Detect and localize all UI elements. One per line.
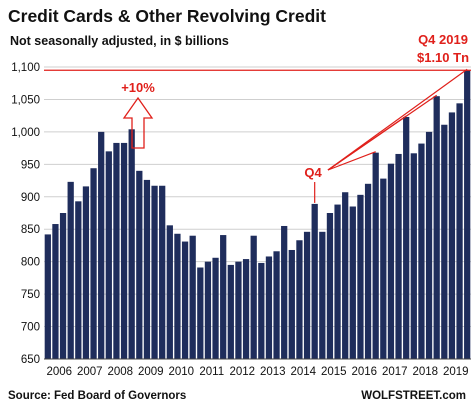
bar <box>456 103 463 360</box>
bar <box>59 213 67 359</box>
x-tick-label: 2006 <box>46 366 72 378</box>
ten-percent-label: +10% <box>121 80 155 95</box>
bar <box>464 70 471 359</box>
bar <box>235 261 242 359</box>
y-tick-label: 850 <box>21 224 40 236</box>
bar <box>364 183 372 359</box>
q4-label: Q4 <box>304 165 322 180</box>
bar <box>143 179 151 359</box>
x-tick-label: 2015 <box>321 366 347 378</box>
y-tick-label: 650 <box>21 354 40 366</box>
bar <box>220 235 227 359</box>
x-tick-label: 2012 <box>229 366 255 378</box>
bar <box>113 142 120 359</box>
bar <box>265 256 273 359</box>
annotations: +10% Q4 Q4 2019 $1.10 Tn <box>44 32 471 203</box>
bar <box>448 112 456 359</box>
y-axis: 650 700 750 800 850 900 950 1,000 1,050 1,100 <box>11 62 40 366</box>
bar <box>174 233 181 359</box>
bar <box>395 153 402 359</box>
y-tick-label: 950 <box>21 159 40 171</box>
bar <box>82 186 90 359</box>
bar <box>166 225 173 359</box>
bar <box>197 267 204 359</box>
x-tick-label: 2011 <box>199 366 224 378</box>
x-tick-label: 2014 <box>290 366 316 378</box>
bar <box>418 143 425 359</box>
source-note: Source: Fed Board of Governors <box>8 390 186 402</box>
x-tick-label: 2018 <box>412 366 438 378</box>
bar <box>151 185 158 359</box>
y-tick-label: 750 <box>21 289 40 301</box>
bar <box>44 234 51 359</box>
bar <box>303 231 311 359</box>
x-tick-label: 2007 <box>77 366 103 378</box>
bar <box>334 204 341 359</box>
bar <box>372 152 379 359</box>
bar <box>120 142 128 359</box>
chart-subtitle: Not seasonally adjusted, in $ billions <box>10 34 229 48</box>
bar <box>227 264 234 359</box>
bar <box>98 131 105 359</box>
x-tick-label: 2008 <box>107 366 133 378</box>
q4-leader <box>327 151 376 171</box>
y-tick-label: 800 <box>21 257 40 269</box>
bar <box>128 129 135 359</box>
bar <box>326 213 334 359</box>
bar <box>159 185 166 359</box>
bar <box>136 170 143 359</box>
bar <box>212 257 219 359</box>
x-tick-label: 2017 <box>382 366 408 378</box>
bar <box>67 181 74 359</box>
x-tick-label: 2010 <box>168 366 194 378</box>
y-tick-label: 700 <box>21 322 40 334</box>
bar <box>288 249 295 359</box>
bar <box>349 206 356 359</box>
watermark: WOLFSTREET.com <box>361 390 466 402</box>
q4-leader <box>327 68 468 171</box>
x-tick-label: 2019 <box>443 366 469 378</box>
bar <box>258 262 265 359</box>
bar <box>250 235 257 359</box>
q4-2019-value: $1.10 Tn <box>417 50 469 65</box>
y-tick-label: 1,050 <box>11 94 40 106</box>
bar <box>311 203 318 359</box>
bar <box>387 163 395 359</box>
bar <box>441 124 448 359</box>
bar <box>296 240 303 359</box>
x-tick-label: 2016 <box>351 366 377 378</box>
bar <box>189 235 196 359</box>
bar <box>342 192 349 359</box>
q4-2019-label: Q4 2019 <box>418 32 468 47</box>
y-tick-label: 1,000 <box>11 127 40 139</box>
bar <box>75 201 82 359</box>
x-tick-label: 2009 <box>138 366 164 378</box>
bar <box>281 225 288 359</box>
bar <box>410 153 417 359</box>
bar <box>380 178 387 359</box>
bar <box>357 194 364 359</box>
x-axis: 2006 2007 2008 2009 2010 2011 2012 2013 2014 2015… <box>44 358 471 378</box>
bar <box>90 168 97 359</box>
bar <box>403 116 410 359</box>
bar <box>319 231 326 359</box>
chart-title: Credit Cards & Other Revolving Credit <box>8 6 326 26</box>
y-tick-label: 900 <box>21 192 40 204</box>
bar <box>204 261 212 359</box>
y-tick-label: 1,100 <box>11 62 40 74</box>
bar <box>425 131 433 359</box>
up-arrow <box>122 96 154 149</box>
bar <box>273 251 280 359</box>
bar <box>242 259 250 359</box>
x-tick-label: 2013 <box>260 366 286 378</box>
bar <box>181 241 189 359</box>
bar <box>105 151 112 359</box>
bar <box>433 96 440 359</box>
bars <box>44 70 471 360</box>
bar <box>52 224 59 359</box>
